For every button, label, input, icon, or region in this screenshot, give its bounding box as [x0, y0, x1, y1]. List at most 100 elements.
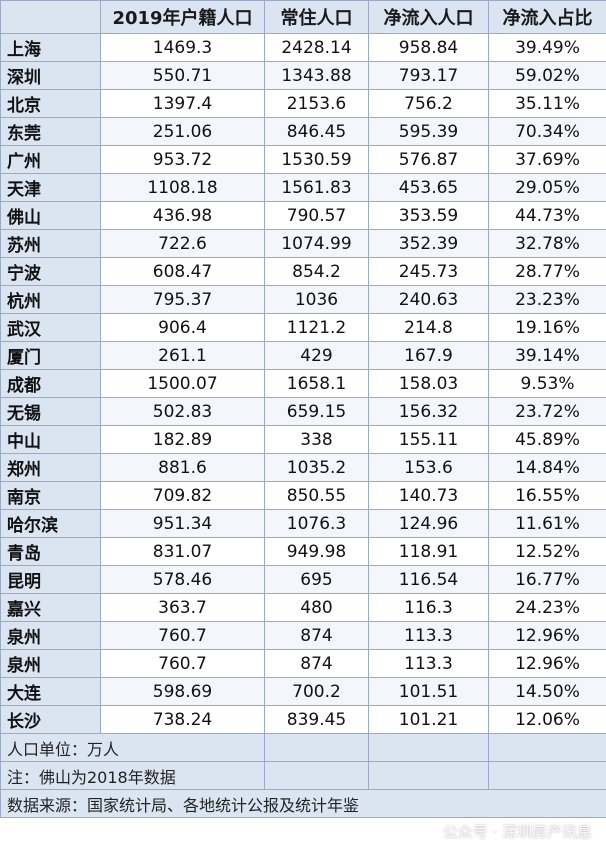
table-row: 成都 1500.07 1658.1 158.03 9.53%	[0, 369, 606, 398]
net-inflow-share-cell: 37.69%	[488, 145, 606, 174]
resident-population-cell: 949.98	[264, 537, 369, 566]
net-inflow-share-cell: 39.14%	[488, 341, 606, 370]
resident-population-cell: 700.2	[264, 677, 369, 706]
table-row: 昆明 578.46 695 116.54 16.77%	[0, 565, 606, 594]
registered-population-cell: 831.07	[100, 537, 265, 566]
net-inflow-share-cell: 16.55%	[488, 481, 606, 510]
net-inflow-share-cell: 59.02%	[488, 61, 606, 90]
net-inflow-cell: 113.3	[368, 649, 489, 678]
registered-population-cell: 722.6	[100, 229, 265, 258]
resident-population-cell: 2428.14	[264, 33, 369, 62]
city-cell: 郑州	[0, 453, 101, 482]
net-inflow-share-cell: 70.34%	[488, 117, 606, 146]
registered-population-cell: 608.47	[100, 257, 265, 286]
resident-population-cell: 790.57	[264, 201, 369, 230]
registered-population-cell: 881.6	[100, 453, 265, 482]
city-cell: 武汉	[0, 313, 101, 342]
city-cell: 苏州	[0, 229, 101, 258]
city-cell: 宁波	[0, 257, 101, 286]
table-row: 宁波 608.47 854.2 245.73 28.77%	[0, 257, 606, 286]
net-inflow-cell: 595.39	[368, 117, 489, 146]
net-inflow-cell: 124.96	[368, 509, 489, 538]
header-city	[0, 0, 101, 34]
registered-population-cell: 1108.18	[100, 173, 265, 202]
resident-population-cell: 1035.2	[264, 453, 369, 482]
resident-population-cell: 1121.2	[264, 313, 369, 342]
table-row: 郑州 881.6 1035.2 153.6 14.84%	[0, 453, 606, 482]
table-row: 天津 1108.18 1561.83 453.65 29.05%	[0, 173, 606, 202]
resident-population-cell: 1343.88	[264, 61, 369, 90]
net-inflow-share-cell: 23.72%	[488, 397, 606, 426]
registered-population-cell: 251.06	[100, 117, 265, 146]
city-cell: 中山	[0, 425, 101, 454]
city-cell: 佛山	[0, 201, 101, 230]
resident-population-cell: 695	[264, 565, 369, 594]
resident-population-cell: 846.45	[264, 117, 369, 146]
registered-population-cell: 550.71	[100, 61, 265, 90]
net-inflow-cell: 453.65	[368, 173, 489, 202]
registered-population-cell: 436.98	[100, 201, 265, 230]
net-inflow-cell: 240.63	[368, 285, 489, 314]
resident-population-cell: 2153.6	[264, 89, 369, 118]
city-cell: 嘉兴	[0, 593, 101, 622]
header-net-inflow: 净流入人口	[368, 0, 489, 34]
registered-population-cell: 363.7	[100, 593, 265, 622]
city-cell: 厦门	[0, 341, 101, 370]
table-row: 泉州 760.7 874 113.3 12.96%	[0, 621, 606, 650]
city-cell: 昆明	[0, 565, 101, 594]
city-cell: 青岛	[0, 537, 101, 566]
net-inflow-cell: 167.9	[368, 341, 489, 370]
note-row-unit: 人口单位：万人	[0, 733, 606, 762]
registered-population-cell: 1397.4	[100, 89, 265, 118]
resident-population-cell: 874	[264, 649, 369, 678]
net-inflow-cell: 155.11	[368, 425, 489, 454]
net-inflow-cell: 118.91	[368, 537, 489, 566]
net-inflow-share-cell: 39.49%	[488, 33, 606, 62]
table-row: 大连 598.69 700.2 101.51 14.50%	[0, 677, 606, 706]
net-inflow-share-cell: 24.23%	[488, 593, 606, 622]
net-inflow-cell: 245.73	[368, 257, 489, 286]
watermark: 公众号 · 深圳房产讯息	[442, 823, 592, 841]
registered-population-cell: 1500.07	[100, 369, 265, 398]
city-cell: 长沙	[0, 705, 101, 734]
city-cell: 大连	[0, 677, 101, 706]
net-inflow-cell: 113.3	[368, 621, 489, 650]
resident-population-cell: 1036	[264, 285, 369, 314]
registered-population-cell: 760.7	[100, 649, 265, 678]
net-inflow-cell: 214.8	[368, 313, 489, 342]
net-inflow-cell: 353.59	[368, 201, 489, 230]
net-inflow-share-cell: 14.84%	[488, 453, 606, 482]
table-row: 上海 1469.3 2428.14 958.84 39.49%	[0, 33, 606, 62]
table-row: 长沙 738.24 839.45 101.21 12.06%	[0, 705, 606, 734]
net-inflow-cell: 352.39	[368, 229, 489, 258]
net-inflow-cell: 156.32	[368, 397, 489, 426]
net-inflow-share-cell: 12.96%	[488, 649, 606, 678]
city-cell: 北京	[0, 89, 101, 118]
city-cell: 成都	[0, 369, 101, 398]
header-registered-population: 2019年户籍人口	[100, 0, 265, 34]
resident-population-cell: 1530.59	[264, 145, 369, 174]
net-inflow-share-cell: 45.89%	[488, 425, 606, 454]
net-inflow-share-cell: 16.77%	[488, 565, 606, 594]
city-cell: 天津	[0, 173, 101, 202]
net-inflow-share-cell: 12.06%	[488, 705, 606, 734]
city-cell: 杭州	[0, 285, 101, 314]
net-inflow-share-cell: 12.96%	[488, 621, 606, 650]
city-cell: 深圳	[0, 61, 101, 90]
table-row: 杭州 795.37 1036 240.63 23.23%	[0, 285, 606, 314]
table-row: 哈尔滨 951.34 1076.3 124.96 11.61%	[0, 509, 606, 538]
resident-population-cell: 480	[264, 593, 369, 622]
net-inflow-cell: 793.17	[368, 61, 489, 90]
net-inflow-share-cell: 11.61%	[488, 509, 606, 538]
resident-population-cell: 850.55	[264, 481, 369, 510]
resident-population-cell: 839.45	[264, 705, 369, 734]
table-row: 青岛 831.07 949.98 118.91 12.52%	[0, 537, 606, 566]
registered-population-cell: 709.82	[100, 481, 265, 510]
source-note: 数据来源：国家统计局、各地统计公报及统计年鉴	[0, 789, 606, 818]
header-row: 2019年户籍人口 常住人口 净流入人口 净流入占比	[0, 0, 606, 34]
table-row: 苏州 722.6 1074.99 352.39 32.78%	[0, 229, 606, 258]
net-inflow-cell: 101.51	[368, 677, 489, 706]
note-row-source: 数据来源：国家统计局、各地统计公报及统计年鉴	[0, 789, 606, 818]
registered-population-cell: 261.1	[100, 341, 265, 370]
